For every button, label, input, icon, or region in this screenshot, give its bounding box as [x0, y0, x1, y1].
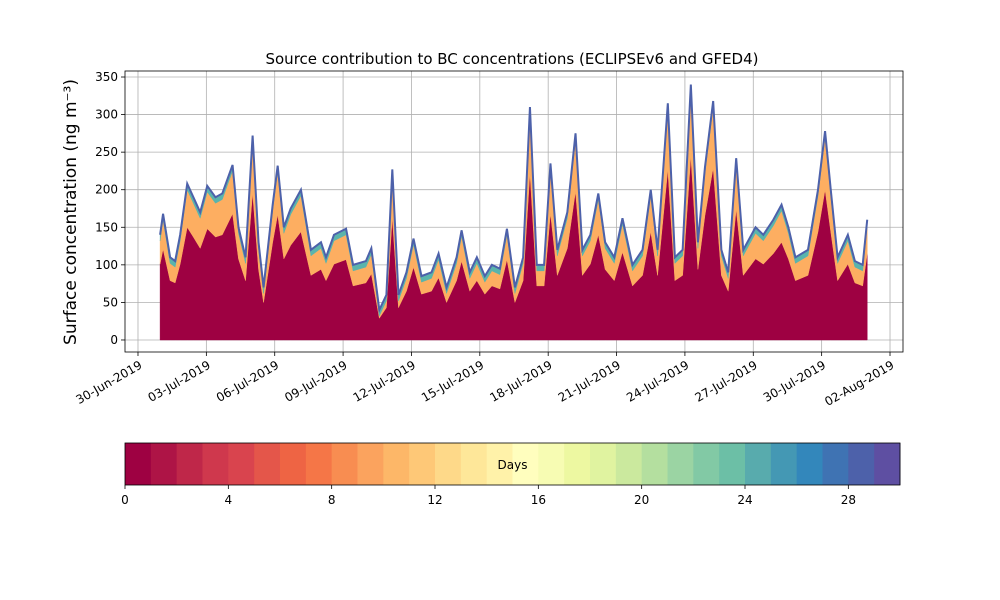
colorbar-label: Days	[498, 458, 528, 472]
y-tick-label: 150	[95, 220, 118, 234]
colorbar-swatch	[874, 443, 901, 485]
colorbar-swatch	[383, 443, 410, 485]
colorbar-swatch	[770, 443, 798, 485]
colorbar-swatch	[615, 443, 643, 485]
chart-title: Source contribution to BC concentrations…	[265, 50, 758, 68]
y-axis-label: Surface concentration (ng m⁻³)	[61, 79, 81, 345]
colorbar-swatch	[745, 443, 772, 485]
colorbar-swatch	[512, 443, 539, 485]
colorbar-tick-label: 4	[225, 493, 233, 507]
colorbar-tick-label: 0	[121, 493, 129, 507]
y-tick-label: 300	[95, 108, 118, 122]
y-tick-label: 200	[95, 183, 118, 197]
y-tick-label: 250	[95, 145, 118, 159]
colorbar-swatch	[590, 443, 617, 485]
colorbar-swatch	[254, 443, 281, 485]
colorbar-swatch	[693, 443, 720, 485]
colorbar-swatch	[641, 443, 668, 485]
colorbar-swatch	[822, 443, 849, 485]
colorbar-swatch	[331, 443, 358, 485]
colorbar-swatch	[150, 443, 178, 485]
colorbar-swatch	[538, 443, 565, 485]
y-tick-label: 50	[103, 295, 118, 309]
colorbar-swatch	[176, 443, 203, 485]
colorbar-tick-label: 28	[841, 493, 856, 507]
colorbar-swatch	[435, 443, 462, 485]
colorbar-frame	[124, 442, 901, 486]
colorbar-tick-label: 8	[328, 493, 336, 507]
colorbar-swatch	[409, 443, 436, 485]
colorbar-swatch	[125, 443, 152, 485]
colorbar-swatch	[305, 443, 333, 485]
colorbar-swatch	[796, 443, 823, 485]
colorbar-swatch	[667, 443, 694, 485]
colorbar-swatch	[357, 443, 384, 485]
colorbar-tick-label: 12	[427, 493, 442, 507]
y-tick-label: 350	[95, 70, 118, 84]
y-tick-label: 0	[110, 333, 118, 347]
colorbar-swatch	[486, 443, 513, 485]
colorbar-swatch	[202, 443, 229, 485]
colorbar-tick-label: 16	[531, 493, 546, 507]
colorbar-swatch	[228, 443, 255, 485]
colorbar-swatch	[460, 443, 488, 485]
top-edge	[159, 84, 869, 314]
colorbar-tick-label: 24	[737, 493, 752, 507]
colorbar-swatch	[848, 443, 875, 485]
colorbar-swatch	[280, 443, 307, 485]
colorbar-swatch	[564, 443, 591, 485]
colorbar-tick-label: 20	[634, 493, 649, 507]
colorbar-swatch	[719, 443, 746, 485]
y-tick-label: 100	[95, 258, 118, 272]
plot-frame	[124, 70, 904, 353]
